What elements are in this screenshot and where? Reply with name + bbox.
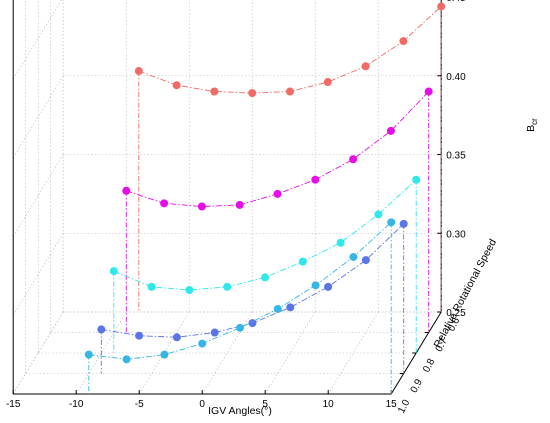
data-point — [361, 62, 370, 71]
axes-layer — [12, 0, 442, 395]
data-point — [424, 87, 433, 96]
series-line — [88, 221, 392, 360]
z-axis-label-sub: cr — [530, 118, 539, 125]
data-point — [248, 89, 257, 98]
data-point — [399, 37, 408, 46]
data-point — [134, 67, 143, 76]
data-point — [399, 219, 408, 228]
x-tick-label: 10 — [323, 399, 335, 410]
series-line — [138, 6, 442, 94]
data-point — [273, 304, 282, 313]
data-point — [437, 2, 446, 11]
y-tick-label: 0.9 — [409, 377, 425, 395]
data-point — [236, 323, 244, 332]
x-tick-label: 0 — [199, 399, 205, 410]
data-point — [198, 339, 207, 348]
y-tick-label: 0.8 — [421, 357, 437, 375]
data-point — [311, 175, 320, 184]
grid-line — [12, 0, 62, 80]
z-tick-label: 0.45 — [446, 0, 466, 4]
data-point — [97, 325, 106, 334]
data-point — [122, 355, 131, 364]
series-0.9 — [97, 219, 408, 374]
data-point — [185, 286, 194, 294]
series-1 — [84, 218, 396, 394]
data-point — [160, 350, 169, 359]
data-point — [386, 126, 395, 135]
y-tick-label: 1.0 — [396, 398, 412, 416]
data-point — [160, 199, 169, 208]
data-point — [361, 256, 370, 265]
data-point — [261, 273, 269, 282]
data-point — [109, 267, 118, 276]
data-point — [311, 281, 320, 290]
data-point — [172, 81, 181, 90]
data-point — [135, 331, 144, 340]
x-tick-label: -10 — [69, 399, 84, 410]
z-tick-label: 0.25 — [446, 308, 466, 319]
data-point — [324, 282, 333, 291]
series-0.8 — [109, 175, 421, 353]
data-point — [349, 252, 358, 261]
grid-layer — [12, 0, 442, 395]
z-tick-label: 0.40 — [446, 72, 466, 83]
data-point — [273, 189, 282, 198]
x-tick-label: 15 — [386, 399, 398, 410]
data-point — [147, 282, 156, 291]
x-axis-label: IGV Angles(°) — [208, 405, 272, 417]
x-tick-label: -5 — [135, 399, 144, 410]
data-point — [286, 303, 295, 312]
data-point — [235, 200, 244, 209]
data-point — [210, 87, 219, 96]
x-tick-label: -15 — [6, 399, 21, 410]
series-0.7 — [122, 87, 433, 333]
z-axis-label-main: B — [525, 125, 537, 132]
data-point — [172, 333, 181, 342]
data-point — [298, 257, 307, 266]
series-0.6 — [134, 2, 446, 312]
z-tick-label: 0.35 — [446, 151, 466, 162]
data-point — [336, 238, 345, 247]
data-point — [223, 282, 232, 291]
z-axis-label: Bcr — [525, 118, 539, 132]
x-tick-label: 5 — [262, 399, 268, 410]
data-point — [197, 202, 206, 211]
y-axis-label: Relative Rotational Speed — [432, 237, 500, 350]
data-point — [122, 186, 131, 195]
data-point — [349, 155, 358, 164]
data-point — [84, 350, 93, 359]
data-point — [210, 328, 219, 337]
series-layer — [84, 2, 446, 394]
data-point — [387, 218, 396, 227]
series-line — [126, 91, 430, 207]
series-line — [113, 179, 417, 291]
z-tick-label: 0.30 — [446, 229, 466, 240]
data-point — [323, 78, 332, 87]
data-point — [374, 210, 383, 219]
data-point — [286, 87, 294, 96]
ticks-layer: -15 -10 -5 0 5 10 150.60.70.80.91.00.250.300.3… — [6, 0, 466, 415]
data-point — [412, 175, 421, 184]
